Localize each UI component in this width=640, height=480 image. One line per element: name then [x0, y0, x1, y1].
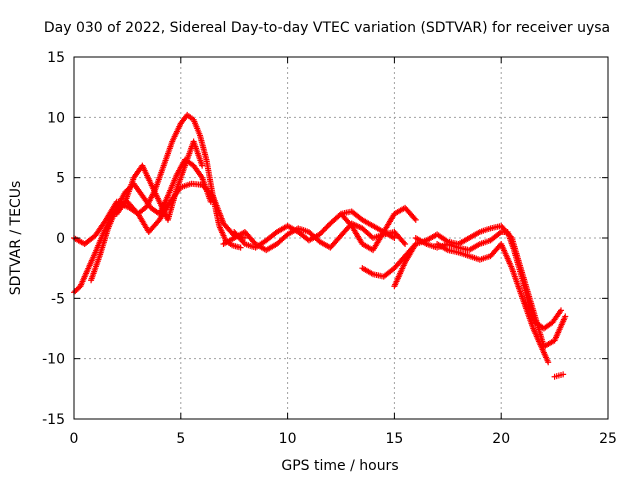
- y-tick-label: -10: [42, 352, 65, 368]
- data-point: [321, 225, 328, 232]
- x-tick-label: 15: [385, 431, 403, 447]
- data-series: [71, 111, 569, 380]
- x-tick-label: 5: [176, 431, 185, 447]
- y-tick-label: 0: [56, 231, 65, 247]
- series-track-l: [551, 371, 567, 380]
- data-point: [496, 230, 503, 237]
- data-point: [412, 216, 419, 223]
- series-track-j: [412, 228, 565, 332]
- series-track-k: [434, 241, 552, 366]
- x-tick-label: 10: [279, 431, 297, 447]
- data-point: [558, 307, 565, 314]
- chart-title: Day 030 of 2022, Sidereal Day-to-day VTE…: [44, 20, 610, 36]
- data-point: [237, 244, 244, 251]
- y-tick-label: -15: [42, 412, 65, 428]
- y-axis-label: SDTVAR / TECUs: [8, 181, 24, 296]
- x-tick-label: 20: [492, 431, 510, 447]
- data-point: [317, 230, 324, 237]
- x-tick-labels: 0 5 10 15 20 25: [70, 431, 617, 447]
- y-tick-label: 10: [47, 110, 65, 126]
- data-point: [411, 215, 418, 222]
- data-point: [241, 235, 248, 241]
- y-tick-label: 5: [56, 171, 65, 187]
- y-tick-label: 15: [47, 50, 65, 66]
- data-point: [391, 235, 398, 241]
- data-point: [402, 241, 409, 248]
- data-point: [562, 313, 569, 320]
- data-point: [560, 371, 567, 378]
- data-point: [320, 227, 327, 234]
- data-point: [316, 231, 323, 238]
- series-track-d: [113, 138, 206, 223]
- series-track-g: [338, 204, 419, 254]
- data-point: [324, 223, 331, 230]
- tick-marks: [73, 56, 609, 420]
- data-point: [207, 198, 214, 205]
- x-tick-label: 0: [70, 431, 79, 447]
- y-tick-label: -5: [51, 291, 65, 307]
- y-tick-labels: -15 -10 -5 0 5 10 15: [42, 50, 65, 428]
- data-point: [319, 228, 326, 235]
- data-point: [400, 239, 407, 246]
- data-point: [199, 162, 206, 169]
- data-point: [323, 224, 330, 231]
- x-axis-label: GPS time / hours: [281, 458, 398, 474]
- data-point: [545, 359, 552, 366]
- x-tick-label: 25: [599, 431, 617, 447]
